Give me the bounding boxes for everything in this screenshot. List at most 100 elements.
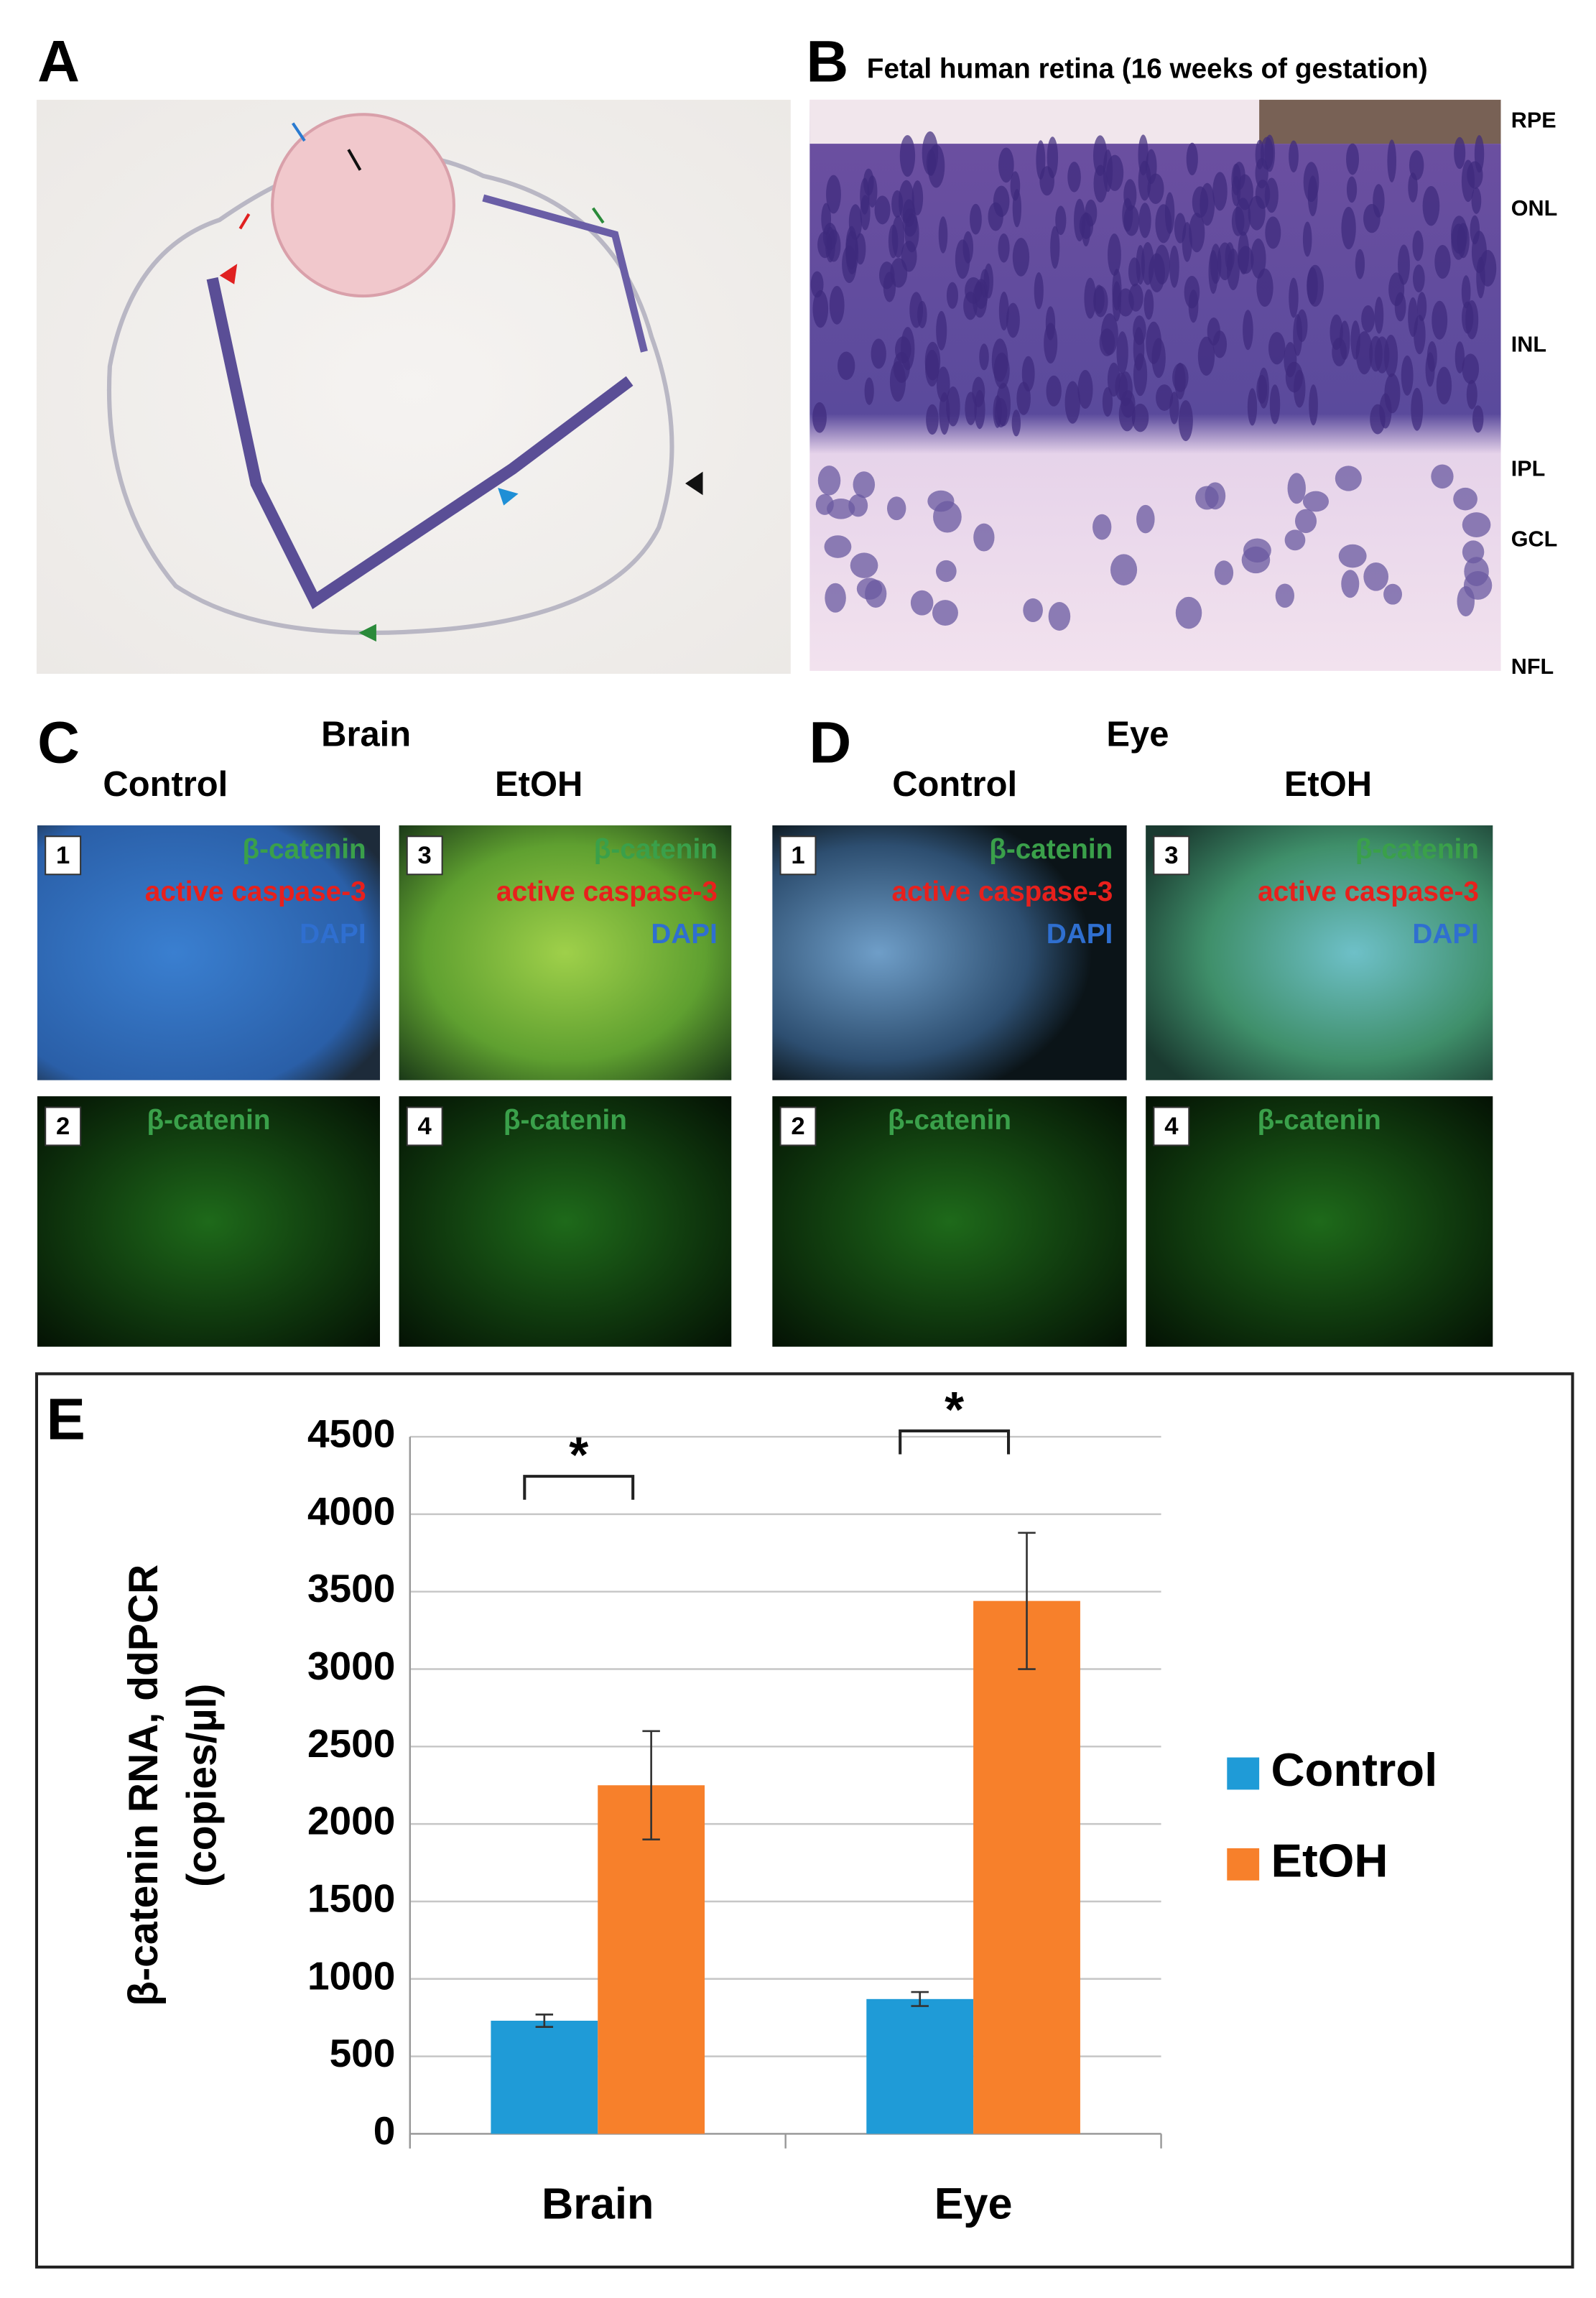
- cell: [1248, 195, 1266, 231]
- bar: [973, 1600, 1080, 2134]
- cell: [1472, 405, 1484, 433]
- cell: [1302, 491, 1330, 512]
- cell: [936, 310, 947, 351]
- cell: [1302, 221, 1312, 257]
- cell: [829, 286, 845, 325]
- retina-edge: [482, 194, 648, 353]
- cell: [1047, 136, 1059, 179]
- cell: [1466, 379, 1477, 409]
- cell: [1251, 238, 1266, 279]
- y-tick-label: 2500: [307, 1721, 395, 1766]
- panel-letter: A: [37, 29, 80, 95]
- cell: [1455, 341, 1465, 374]
- y-tick-label: 2000: [307, 1799, 395, 1843]
- micrograph: [397, 823, 733, 1082]
- retina: [206, 277, 634, 609]
- y-tick-label: 1000: [307, 1953, 395, 1998]
- cell: [1383, 583, 1402, 605]
- cell: [1293, 314, 1303, 356]
- cell: [1268, 332, 1286, 365]
- cell: [901, 327, 915, 371]
- cell: [1355, 331, 1373, 375]
- cell: [821, 203, 832, 236]
- y-tick-label: 500: [330, 2031, 396, 2075]
- cell: [1412, 230, 1424, 261]
- bar: [866, 1998, 974, 2134]
- cell: [962, 231, 974, 264]
- stain-label: DAPI: [1047, 919, 1113, 950]
- cell: [817, 465, 841, 496]
- cell: [1387, 139, 1397, 182]
- cell: [1067, 162, 1081, 193]
- cell: [1465, 300, 1479, 340]
- cell: [998, 233, 1010, 263]
- cell: [901, 241, 917, 272]
- cell: [936, 366, 950, 402]
- cell: [1361, 305, 1375, 333]
- cell: [1384, 373, 1401, 414]
- cell: [825, 226, 835, 263]
- cell: [1265, 216, 1281, 249]
- y-tick-label: 0: [374, 2108, 396, 2153]
- lens: [271, 113, 455, 298]
- cell: [871, 338, 886, 369]
- cell: [1116, 331, 1128, 374]
- cell: [1284, 342, 1297, 378]
- cell: [1189, 213, 1205, 253]
- cell: [993, 352, 1010, 389]
- tile-number: 2: [791, 1113, 804, 1140]
- cell: [1208, 250, 1218, 295]
- cell: [1128, 283, 1143, 312]
- legend-swatch: [1227, 1848, 1260, 1881]
- micrograph: [771, 823, 1128, 1082]
- cell: [1462, 540, 1485, 564]
- cell: [1451, 223, 1467, 260]
- cell: [927, 490, 955, 512]
- panel-title: Brain: [321, 715, 411, 754]
- significance-bracket: [523, 1475, 635, 1500]
- stain-label: β-catenin: [504, 1105, 627, 1136]
- cell: [1186, 142, 1198, 176]
- cell: [1461, 159, 1475, 203]
- cell: [1412, 264, 1425, 293]
- cell: [1077, 370, 1093, 409]
- cell: [1453, 487, 1477, 511]
- cell: [1147, 173, 1164, 204]
- panel-letter: C: [37, 710, 80, 775]
- cell: [932, 600, 958, 626]
- cell: [827, 499, 855, 519]
- cell: [965, 392, 977, 425]
- cell: [1184, 276, 1200, 309]
- cell: [1432, 300, 1448, 340]
- stain-label: β-catenin: [147, 1105, 270, 1136]
- cell: [1055, 205, 1067, 236]
- tile-number-box: [779, 1106, 817, 1146]
- cell: [850, 552, 878, 578]
- cell: [1470, 215, 1480, 245]
- cell: [878, 261, 895, 289]
- arrowhead: [498, 488, 519, 506]
- panel-letter: D: [809, 710, 851, 775]
- y-tick-label: 3000: [307, 1644, 395, 1688]
- stain-label: β-catenin: [1355, 834, 1479, 865]
- cell: [1289, 140, 1299, 173]
- cell: [1243, 310, 1253, 351]
- panel-title: Fetal human retina (16 weeks of gestatio…: [867, 53, 1428, 84]
- cell: [1476, 256, 1485, 299]
- panel-letter: E: [47, 1386, 85, 1452]
- cell: [1388, 272, 1405, 307]
- cell: [1284, 529, 1306, 551]
- tile-number: 4: [1164, 1113, 1179, 1140]
- tile-number: 1: [56, 842, 70, 869]
- cell: [1309, 384, 1318, 426]
- cell: [1092, 135, 1108, 176]
- cell: [1454, 136, 1466, 170]
- tile-number-box: [406, 835, 443, 876]
- arrowhead: [219, 264, 238, 284]
- arrow: [347, 149, 362, 171]
- cell: [1237, 246, 1254, 274]
- cell: [863, 168, 874, 196]
- cell: [946, 386, 960, 427]
- bar: [598, 1785, 705, 2134]
- stain-label: β-catenin: [1258, 1105, 1381, 1136]
